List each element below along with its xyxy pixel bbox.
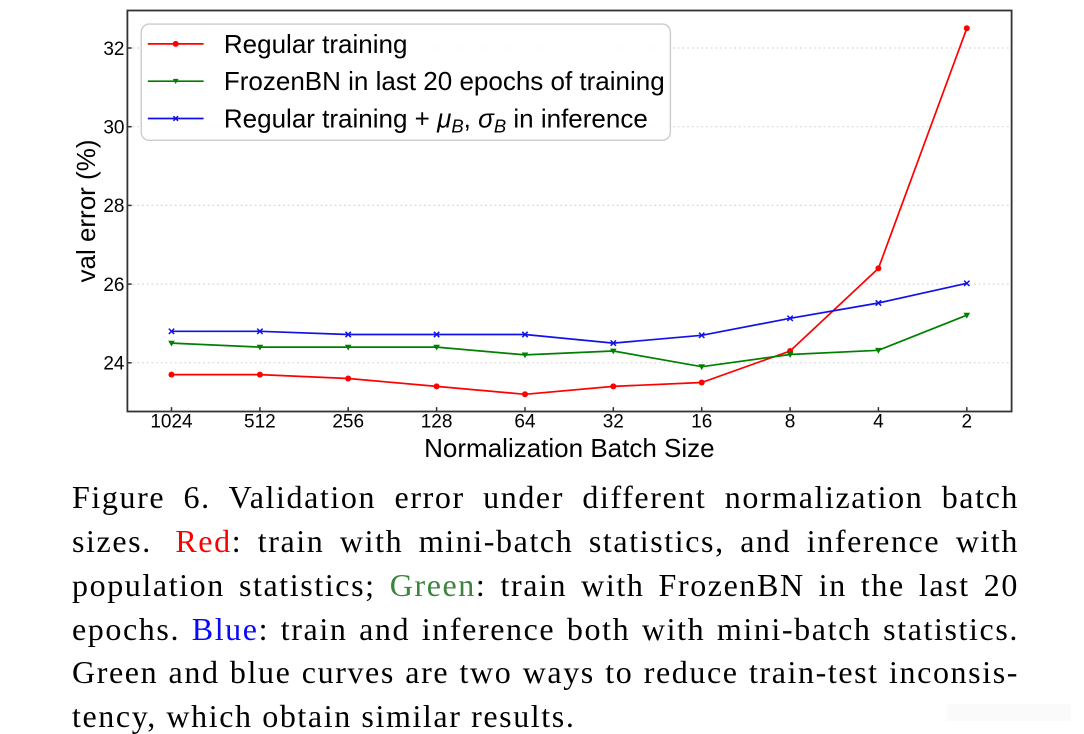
svg-text:16: 16 bbox=[691, 412, 712, 433]
svg-text:Normalization Batch Size: Normalization Batch Size bbox=[424, 433, 714, 463]
svg-text:28: 28 bbox=[103, 196, 124, 217]
svg-text:Regular training + μB, σB in i: Regular training + μB, σB in inference bbox=[224, 103, 648, 136]
svg-text:Regular training: Regular training bbox=[224, 29, 408, 59]
svg-text:64: 64 bbox=[514, 412, 536, 433]
svg-text:1024: 1024 bbox=[150, 412, 193, 433]
svg-text:24: 24 bbox=[103, 354, 125, 375]
svg-text:val error (%): val error (%) bbox=[71, 139, 101, 282]
svg-text:128: 128 bbox=[421, 412, 453, 433]
svg-text:FrozenBN in last 20 epochs of: FrozenBN in last 20 epochs of training bbox=[224, 66, 665, 96]
svg-text:512: 512 bbox=[244, 412, 276, 433]
svg-text:32: 32 bbox=[603, 412, 624, 433]
svg-text:256: 256 bbox=[332, 412, 364, 433]
svg-text:30: 30 bbox=[103, 118, 124, 139]
svg-text:32: 32 bbox=[103, 39, 124, 60]
svg-text:2: 2 bbox=[962, 412, 973, 433]
svg-text:8: 8 bbox=[785, 412, 796, 433]
svg-text:26: 26 bbox=[103, 275, 124, 296]
svg-text:4: 4 bbox=[873, 412, 884, 433]
